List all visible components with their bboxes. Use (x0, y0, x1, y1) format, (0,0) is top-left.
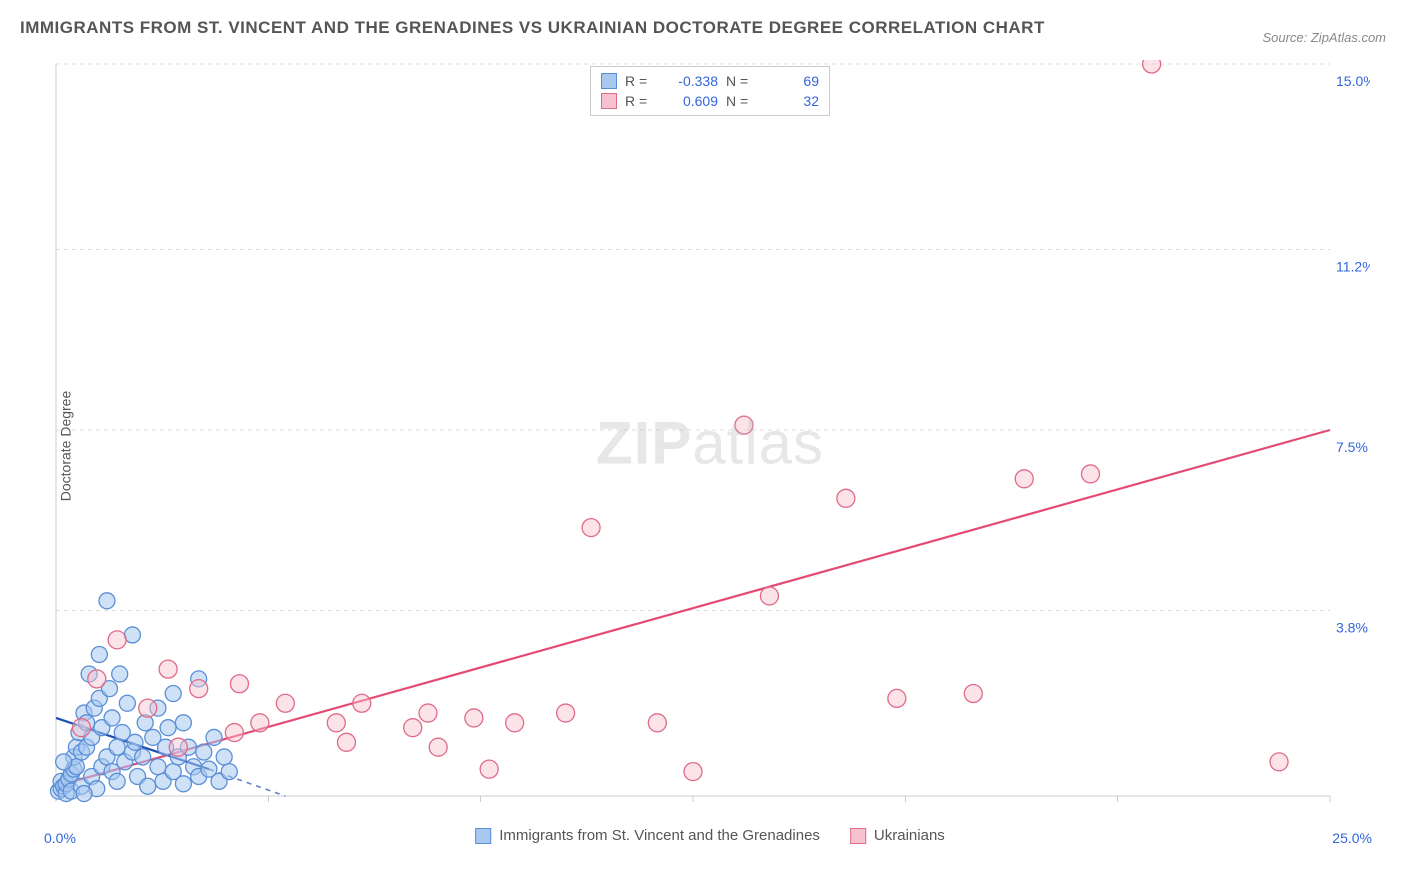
svg-text:15.0%: 15.0% (1336, 73, 1370, 89)
legend-swatch (601, 73, 617, 89)
plot-area: 3.8%7.5%11.2%15.0% ZIPatlas R = -0.338 N… (50, 60, 1370, 840)
legend-label: Ukrainians (874, 827, 945, 844)
x-origin-label: 0.0% (44, 830, 76, 846)
scatter-chart: 3.8% 7.5% 11.2% 15.0% (50, 60, 1370, 840)
chart-title: IMMIGRANTS FROM ST. VINCENT AND THE GREN… (20, 18, 1045, 38)
series-legend: Immigrants from St. Vincent and the Gren… (475, 827, 945, 844)
correlation-legend: R = -0.338 N = 69 R = 0.609 N = 32 (590, 66, 830, 116)
legend-n-value: 69 (764, 73, 819, 89)
legend-r-label: R = (625, 73, 655, 89)
legend-n-label: N = (726, 93, 756, 109)
legend-row-series-b: R = 0.609 N = 32 (601, 91, 819, 111)
legend-n-label: N = (726, 73, 756, 89)
legend-r-label: R = (625, 93, 655, 109)
source-label: Source: ZipAtlas.com (1262, 30, 1386, 45)
legend-item: Immigrants from St. Vincent and the Gren… (475, 827, 820, 844)
x-max-label: 25.0% (1332, 830, 1372, 846)
legend-r-value: 0.609 (663, 93, 718, 109)
legend-swatch (475, 828, 491, 844)
svg-text:3.8%: 3.8% (1336, 620, 1368, 636)
legend-n-value: 32 (764, 93, 819, 109)
legend-item: Ukrainians (850, 827, 945, 844)
legend-row-series-a: R = -0.338 N = 69 (601, 71, 819, 91)
svg-text:7.5%: 7.5% (1336, 439, 1368, 455)
legend-swatch (601, 93, 617, 109)
svg-text:11.2%: 11.2% (1336, 258, 1370, 274)
legend-label: Immigrants from St. Vincent and the Gren… (499, 827, 820, 844)
legend-r-value: -0.338 (663, 73, 718, 89)
legend-swatch (850, 828, 866, 844)
